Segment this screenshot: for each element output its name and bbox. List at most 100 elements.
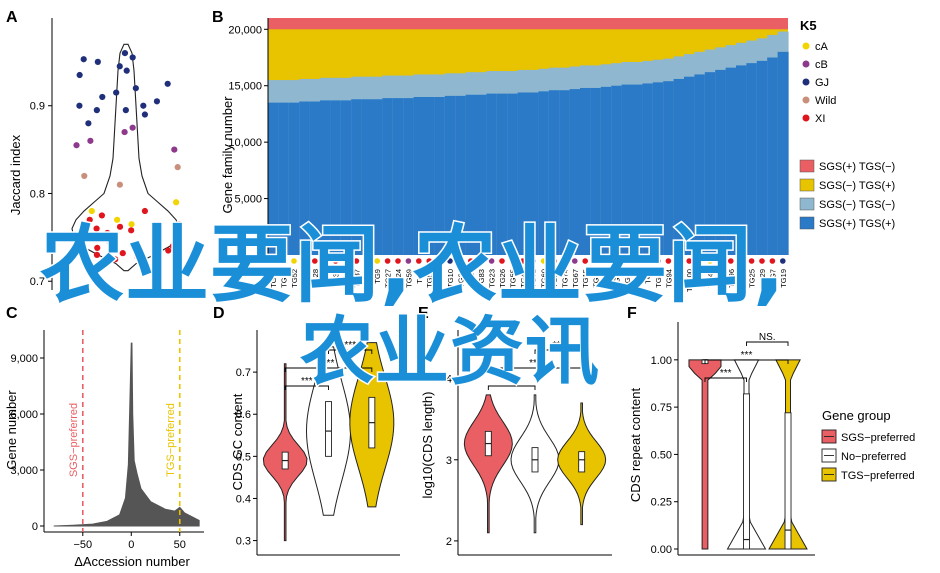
d-significance: *** [344,340,356,351]
b-y-tick-label: 15,000 [228,81,262,93]
b-both-bar [642,83,654,255]
watermark-line-1: 农业要闻,农业要闻, [39,215,787,316]
b-x-tick-label: TG21 [654,269,663,288]
a-point-gj [132,85,139,92]
d-significance: *** [301,376,313,387]
b-accession-dot [738,258,744,264]
watermark-line-2: 农业资讯 [299,308,601,397]
f-legend-title: Gene group [822,408,891,423]
b-x-tick-label: TG19 [779,269,788,288]
f-bracket [746,341,789,346]
b-accession-dot [748,258,755,264]
a-y-tick-label: 0.7 [30,276,45,288]
a-violin-outline [71,43,181,272]
b-x-tick-label: TG25 [748,269,757,288]
a-point-gj [93,107,100,114]
b-both-bar [361,99,373,255]
b-accession-dot [312,258,318,264]
b-accession-dot [780,258,786,264]
b-both-bar [652,82,664,255]
b-legend-label: SGS(−) TGS(+) [819,180,895,192]
a-point-xi [86,216,93,223]
b-both-bar [673,78,685,255]
a-point-gj [123,67,130,74]
b-both-bar [340,100,352,255]
c-y-axis-title: Gene number [4,390,19,470]
a-point-gj [80,56,87,63]
b-x-tick-label: TG100 [685,269,694,292]
a-point-wild [174,164,181,171]
b-accession-dot [676,258,682,264]
a-point-xi [176,221,183,228]
b-both-bar [299,101,311,255]
b-x-tick-label: TG10 [446,269,455,288]
b-x-tick-label: TG9 [373,269,382,284]
a-point-xi [94,244,101,251]
b-x-tick-label: TG24 [394,269,403,288]
b-both-bar [424,97,435,255]
a-point-gj [94,58,101,65]
f-y-tick-label: 0.25 [651,497,672,509]
d-significance: *** [323,358,335,369]
b-accession-dot [436,258,443,264]
f-significance: *** [741,350,753,361]
a-point-gj [76,71,83,79]
b-accession-dot [447,258,453,264]
b-accession-dot [343,258,349,264]
b-accession-dot [603,258,609,264]
e-significance: *** [552,340,564,351]
a-legend-label: XI [815,113,825,125]
b-both-bar [590,87,602,255]
f-y-tick-label: 0.75 [651,402,672,414]
b-both-bar [715,69,727,256]
b-x-tick-label: TG74 [560,269,569,288]
b-x-tick-label: TG15 [581,269,590,288]
b-both-bar [736,65,747,256]
e-bracket [487,385,536,390]
f-legend-label: TGS−preferred [841,470,915,482]
f-y-tick-label: 0.50 [651,449,672,461]
d-y-axis-title: CDS GC content [230,393,245,490]
b-x-tick-label: TG27 [384,269,393,288]
b-accession-dot [769,258,776,264]
a-point-gj [122,107,129,114]
b-y-tick-label: 0 [256,250,262,262]
b-x-tick-label: TG94 [664,269,673,288]
b-accession-dot [353,258,360,264]
b-legend-swatch [799,197,815,211]
b-x-tick-label: TG86 [592,269,601,288]
b-both-bar [403,98,415,255]
b-accession-dot [332,258,339,264]
a-point-cb [129,124,136,131]
b-x-tick-label: TG63 [602,269,611,288]
b-x-tick-label: TG5 [363,269,372,284]
b-legend-swatch [799,178,815,192]
b-x-tick-label: TG67 [571,269,580,288]
b-accession-dot [374,258,381,264]
b-accession-dot [520,258,526,264]
b-legend-swatch [799,216,815,230]
b-accession-dot [291,258,297,264]
a-point-gj [121,49,129,57]
b-accession-dot [468,258,474,264]
b-accession-dot [509,258,516,264]
panel-letter-b: B [212,9,224,26]
f-y-tick-label: 0.00 [651,544,672,556]
a-point-xi [76,241,83,248]
b-x-tick-label: TG39 [456,269,465,288]
b-accession-dot [301,258,308,264]
f-box [743,393,750,550]
panel-letter-f: F [627,305,637,322]
a-point-xi [116,223,124,230]
b-accession-dot [540,258,547,264]
a-point-gj [129,54,136,61]
b-both-bar [382,98,394,255]
a-legend-swatch [802,96,810,104]
b-x-tick-label: TG23 [488,269,497,288]
a-point-xi [128,227,135,234]
f-significance: *** [720,368,732,379]
a-legend-label: cB [815,59,828,71]
b-accession-dot [655,258,661,264]
b-both-bar [663,81,675,255]
b-x-tick-label: TG35 [633,269,642,288]
